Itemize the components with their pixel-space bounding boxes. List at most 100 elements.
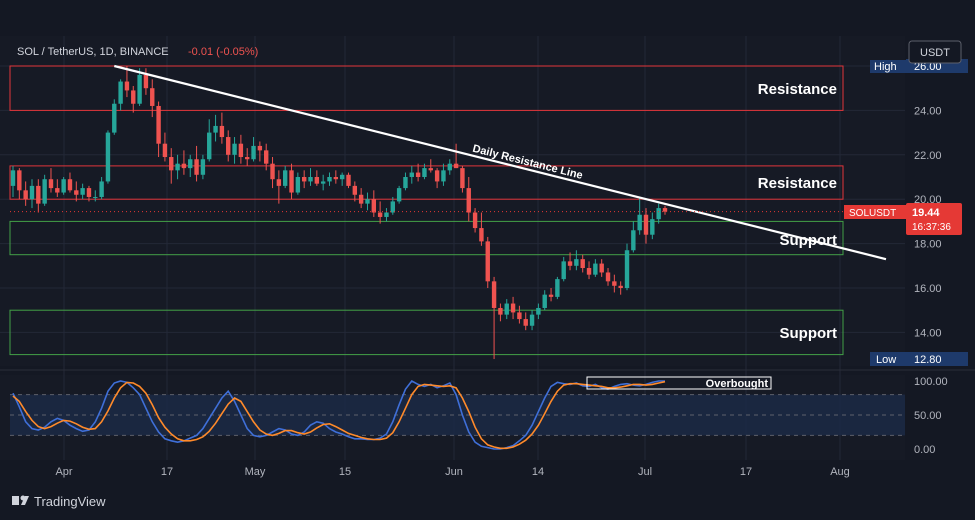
candle-down — [67, 179, 73, 191]
candle-down — [523, 319, 528, 326]
currency-button-label[interactable]: USDT — [920, 47, 950, 59]
candle-up — [207, 132, 212, 160]
support-zone — [9, 220, 844, 256]
support-zone — [9, 309, 844, 356]
candle-up — [327, 177, 332, 182]
candle-up — [447, 163, 452, 171]
candle-up — [561, 261, 566, 280]
oscillator-line-k — [12, 379, 665, 450]
time-tick-label: Jun — [445, 466, 463, 478]
candle-down — [55, 188, 60, 193]
high-label-tag — [870, 60, 906, 73]
candle-down — [428, 168, 433, 171]
candle-down — [460, 168, 465, 189]
price-change: -0.01 (-0.05%) — [188, 46, 258, 58]
candle-down — [226, 137, 231, 155]
currency-button[interactable] — [908, 40, 962, 64]
candle-up — [396, 188, 402, 202]
time-tick-label: 14 — [532, 466, 544, 478]
candle-down — [352, 185, 358, 195]
candle-down — [86, 188, 92, 197]
candle-down — [415, 172, 421, 177]
candle-down — [517, 312, 522, 320]
resistance-upper-label: Resistance — [758, 81, 837, 98]
price-tick-label: 16.00 — [914, 283, 942, 295]
candle-up — [80, 188, 85, 195]
candle-down — [605, 272, 611, 282]
candle-down — [276, 179, 282, 186]
time-tick-label: May — [245, 466, 266, 478]
candle-down — [74, 190, 79, 195]
candle-down — [479, 228, 484, 242]
candle-up — [409, 172, 414, 177]
candle-up — [441, 170, 446, 182]
candle-down — [453, 163, 459, 169]
candle-down — [289, 170, 294, 193]
low-label-tag — [870, 352, 906, 366]
candle-up — [251, 145, 256, 160]
candle-down — [612, 281, 617, 286]
candle-down — [662, 208, 668, 212]
candle-down — [586, 268, 592, 275]
candle-down — [434, 170, 440, 182]
candle-up — [403, 177, 408, 189]
candle-down — [358, 194, 364, 204]
candle-up — [105, 132, 111, 182]
candle-down — [377, 212, 383, 217]
time-axis: Apr 17 May 15 Jun 14 Jul 17 Aug — [55, 466, 849, 478]
candle-down — [245, 157, 250, 160]
candle-up — [232, 143, 237, 155]
candle-up — [650, 219, 655, 235]
candle-down — [162, 143, 168, 158]
candle-up — [112, 103, 117, 133]
oscillator-tick-label: 50.00 — [914, 410, 942, 422]
candle-down — [371, 199, 377, 213]
candle-down — [643, 214, 649, 235]
symbol-tag-label: SOLUSDT — [849, 208, 896, 219]
candle-up — [656, 208, 661, 220]
candle-down — [131, 90, 136, 104]
candle-down — [333, 177, 339, 180]
candle-up — [631, 230, 636, 251]
price-tick-label: 14.00 — [914, 327, 942, 339]
low-label: Low — [876, 354, 896, 366]
time-tick-label: Jul — [638, 466, 652, 478]
candle-up — [295, 177, 301, 193]
oscillator-tick-label: 100.00 — [914, 376, 948, 388]
candle-down — [219, 125, 225, 138]
candle-up — [118, 81, 123, 104]
price-tick-label: 22.00 — [914, 150, 942, 162]
candle-down — [143, 74, 149, 89]
candle-down — [156, 105, 161, 144]
price-tag — [906, 203, 962, 235]
countdown: 16:37:36 — [912, 222, 951, 233]
candle-down — [466, 188, 471, 213]
zones — [9, 65, 844, 356]
candle-up — [42, 179, 47, 204]
time-tick-label: Apr — [55, 466, 72, 478]
candle-up — [137, 74, 142, 104]
candle-up — [390, 201, 395, 213]
candle-down — [169, 157, 174, 171]
candle-up — [188, 159, 193, 169]
candle-down — [491, 281, 497, 308]
resistance-zone — [9, 65, 844, 111]
candle-down — [510, 303, 516, 313]
candle-up — [574, 259, 579, 266]
candle-down — [314, 177, 320, 184]
oscillator-tick-label: 0.00 — [914, 444, 935, 456]
candle-up — [200, 159, 206, 175]
candle-up — [308, 177, 313, 182]
candle-up — [529, 314, 535, 326]
candle-up — [384, 212, 389, 217]
support-lower-label: Support — [780, 325, 838, 342]
candle-down — [194, 159, 199, 175]
candle-down — [599, 263, 604, 273]
candle-down — [48, 179, 54, 189]
candle-up — [624, 250, 630, 288]
candle-down — [17, 170, 22, 191]
high-label: High — [874, 61, 897, 73]
resistance-zone — [9, 165, 844, 200]
candle-up — [504, 303, 509, 315]
